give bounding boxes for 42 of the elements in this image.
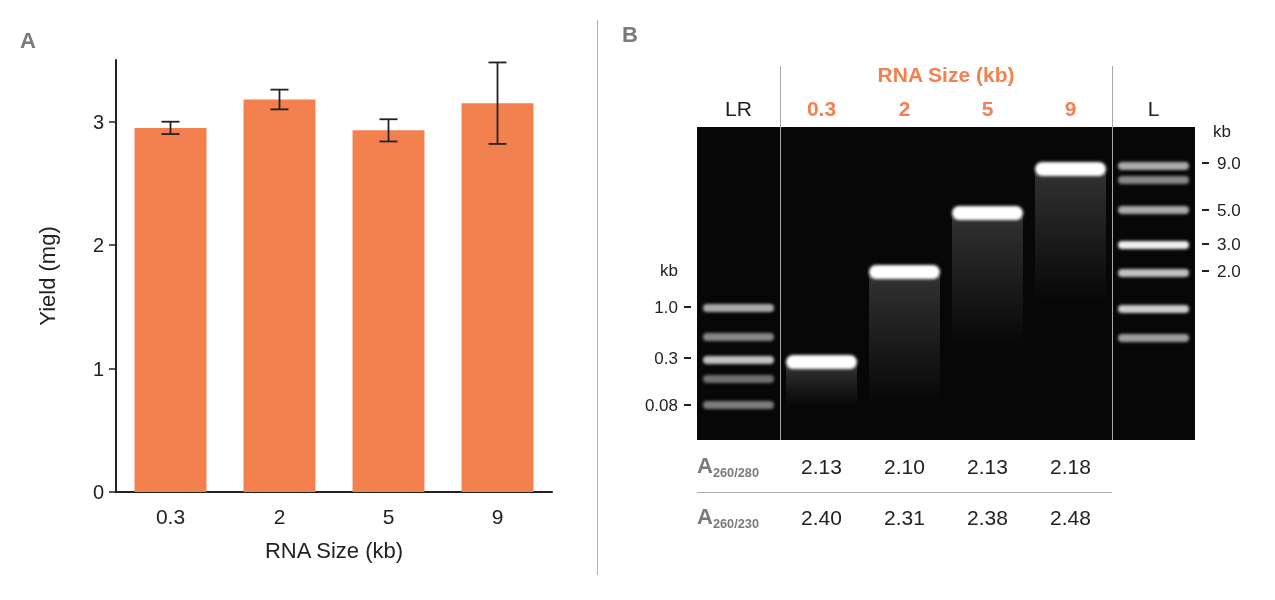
data-label: 2.38 <box>967 505 1008 529</box>
bar <box>134 127 207 492</box>
data-label: 2.13 <box>801 454 842 478</box>
text: 5.0 <box>1217 200 1241 220</box>
text: A$_{260/280}$ <box>697 453 759 481</box>
x-tick-label: 5 <box>382 505 395 528</box>
text: A$_{260/230}$ <box>697 504 759 532</box>
category-label: 2 <box>898 96 911 120</box>
text: RNA Size (kb) <box>877 62 1015 86</box>
text: 3.0 <box>1217 234 1241 254</box>
text: 0.08 <box>644 395 678 415</box>
text: 1.0 <box>654 297 678 317</box>
chart-title: A <box>20 27 36 53</box>
y-tick-label: 3 <box>92 110 104 133</box>
text: kb <box>1213 121 1231 141</box>
data-label: 2.48 <box>1050 505 1091 529</box>
category-label: LR <box>725 96 752 120</box>
text: 2.0 <box>1217 261 1241 281</box>
y-tick-label: 0 <box>92 481 104 503</box>
x-tick-label: 9 <box>491 505 504 528</box>
bar <box>352 130 425 492</box>
x-axis-title: RNA Size (kb) <box>264 537 404 563</box>
y-axis-title: Yield (mg) <box>34 226 60 326</box>
category-label: 9 <box>1064 96 1077 120</box>
text: B <box>622 22 638 47</box>
text: kb <box>660 260 678 280</box>
data-label: 2.31 <box>884 505 925 529</box>
y-tick-label: 2 <box>92 234 104 257</box>
category-label: 0.3 <box>806 96 837 120</box>
bar <box>243 99 316 492</box>
data-label: 2.40 <box>801 505 842 529</box>
category-label: 0.3 <box>654 348 678 368</box>
category-label: L <box>1147 96 1160 120</box>
text: 9.0 <box>1217 153 1241 173</box>
category-label: 5 <box>981 96 994 120</box>
data-label: 2.18 <box>1050 454 1091 478</box>
data-label: 2.13 <box>967 454 1008 478</box>
x-tick-label: 0.3 <box>155 505 186 528</box>
y-tick-label: 1 <box>92 357 104 380</box>
bar <box>461 103 534 492</box>
x-tick-label: 2 <box>273 505 286 528</box>
data-label: 2.10 <box>884 454 925 478</box>
